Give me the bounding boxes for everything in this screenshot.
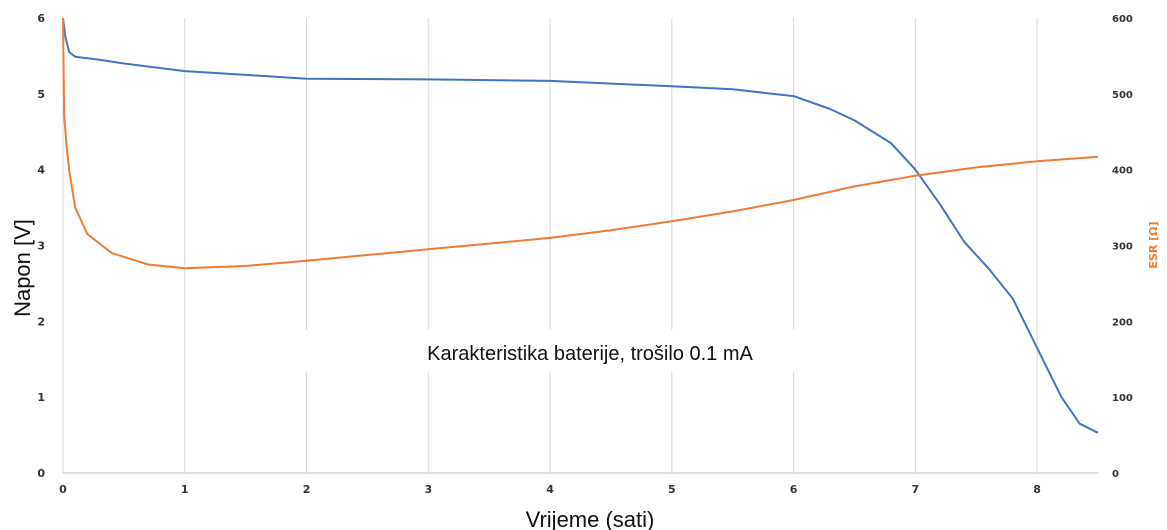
series-layer	[62, 17, 1099, 434]
x-tick-label: 4	[546, 483, 554, 496]
y-axis-label: Napon [V]	[10, 219, 35, 317]
y2-tick-label: 0	[1112, 469, 1119, 480]
esr-series-line	[62, 17, 1099, 270]
grid-layer	[62, 18, 1038, 473]
y2-tick-label: 500	[1112, 90, 1133, 101]
voltage-series-line	[62, 17, 1099, 434]
x-tick-label: 1	[181, 483, 189, 496]
tick-layer: 0 1 2 3 4 5 6 7 8 0 1 2 3 4 5 6 0 100 200 300 400 500 600	[37, 12, 1133, 496]
y2-tick-label: 200	[1112, 317, 1133, 328]
x-tick-label: 7	[912, 483, 920, 496]
chart-annotation: Karakteristika baterije, trošilo 0.1 mA	[427, 343, 753, 365]
x-tick-label: 2	[303, 483, 311, 496]
y-tick-label: 6	[37, 12, 45, 25]
y-tick-label: 5	[37, 88, 45, 101]
x-tick-label: 8	[1033, 483, 1041, 496]
x-tick-label: 0	[59, 483, 67, 496]
y-tick-label: 4	[37, 164, 45, 177]
x-tick-label: 3	[424, 483, 432, 496]
x-tick-label: 5	[668, 483, 676, 496]
x-tick-label: 6	[790, 483, 798, 496]
y-tick-label: 3	[37, 240, 45, 253]
y2-tick-label: 400	[1112, 166, 1133, 177]
y-tick-label: 0	[37, 467, 45, 480]
y-tick-label: 1	[37, 391, 45, 404]
y2-axis-label: ESR [Ω]	[1147, 221, 1160, 268]
y2-tick-label: 300	[1112, 242, 1133, 253]
y2-tick-label: 600	[1112, 14, 1133, 25]
y-tick-label: 2	[37, 315, 45, 328]
annotation-background	[290, 330, 810, 372]
x-axis-label: Vrijeme (sati)	[526, 507, 655, 530]
y2-tick-label: 100	[1112, 393, 1133, 404]
